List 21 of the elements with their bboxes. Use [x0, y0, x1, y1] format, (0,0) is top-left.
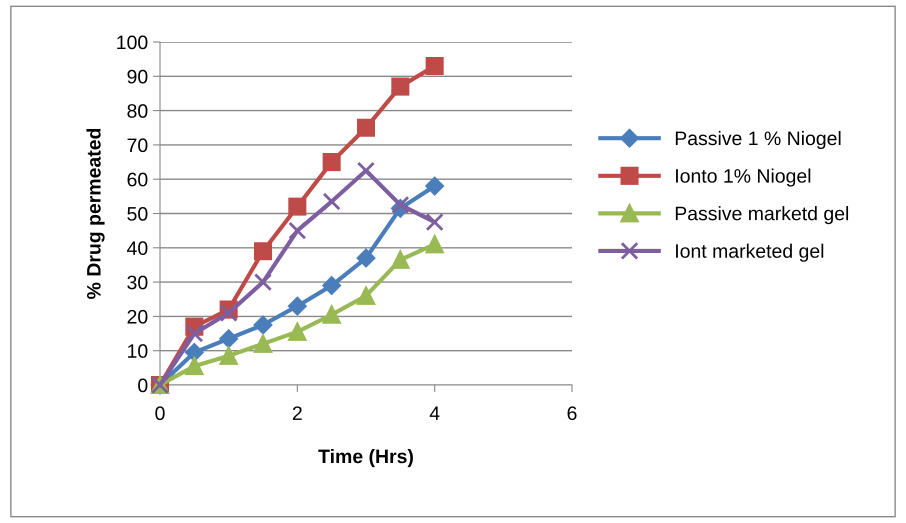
x-axis-title: Time (Hrs): [318, 448, 413, 468]
y-tick-label: 100: [117, 35, 148, 50]
y-tick-label: 30: [127, 276, 148, 290]
y-tick-label: 50: [127, 206, 148, 221]
x-tick-label: 0: [155, 406, 165, 420]
y-tick-label: 20: [128, 310, 148, 324]
y-tick-label: 70: [128, 138, 148, 152]
legend-label: Passive 1 % Niogel: [676, 130, 840, 150]
x-tick-label: 4: [430, 406, 440, 420]
x-tick-label: 2: [292, 406, 302, 420]
legend-label: Iont marketed gel: [676, 244, 824, 262]
y-tick-label: 60: [128, 172, 148, 186]
legend-label: Ionto 1% Niogel: [676, 168, 810, 187]
legend-label: Passive marketd gel: [676, 206, 848, 224]
y-axis-title: % Drug permeated: [86, 128, 105, 299]
y-tick-label: 90: [127, 70, 148, 84]
y-tick-label: 10: [128, 344, 148, 358]
y-tick-label: 40: [127, 241, 148, 256]
y-tick-label: 0: [138, 378, 148, 392]
y-tick-label: 80: [127, 104, 148, 118]
x-tick-label: 6: [568, 406, 577, 420]
